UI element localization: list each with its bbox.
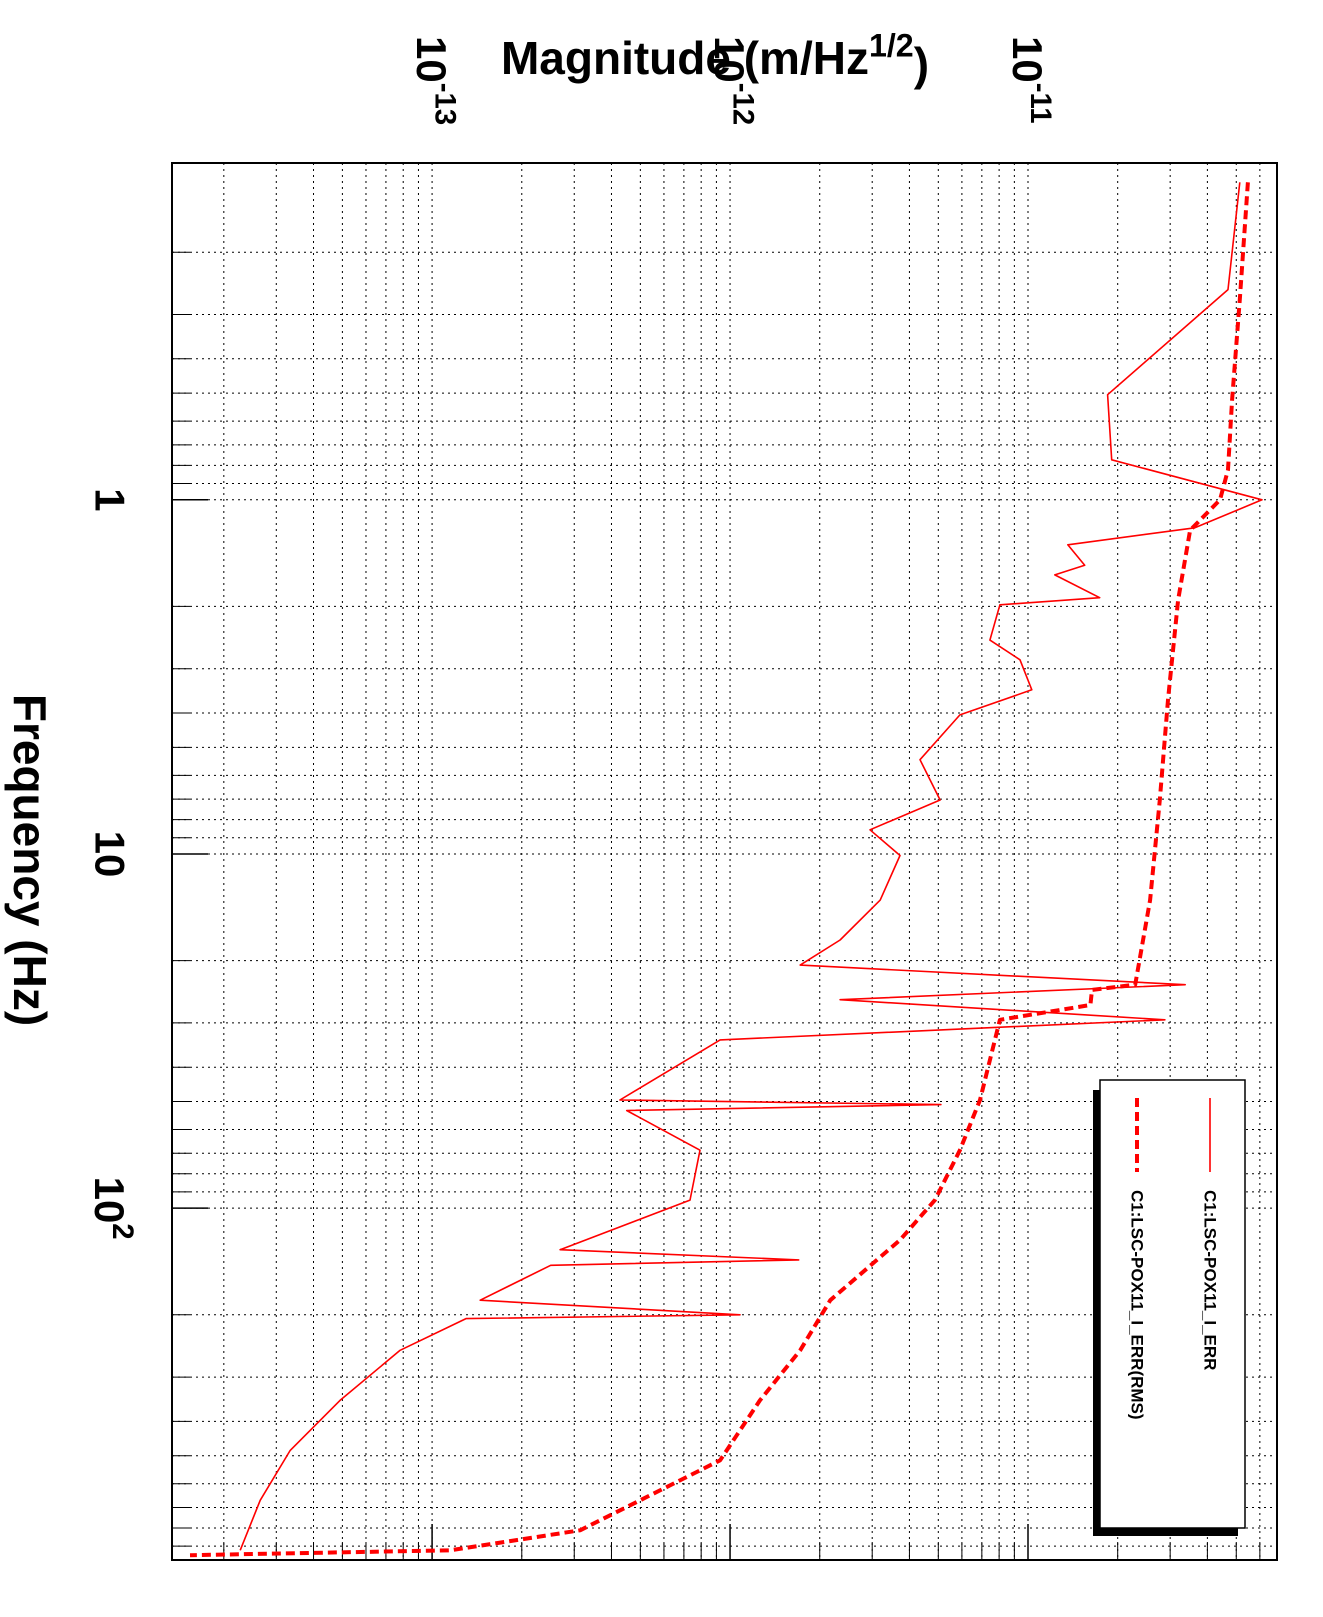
series-line xyxy=(189,182,1250,1558)
y-tick-label: 10-11 xyxy=(1005,36,1058,124)
series-line xyxy=(239,182,1263,1551)
y-tick-label: 10-12 xyxy=(707,36,760,125)
x-tick-label: 102 xyxy=(87,1177,140,1240)
y-axis-title: Magnitude (m/Hz1/2) xyxy=(501,27,929,90)
x-axis-title: Frequency (Hz) xyxy=(4,694,56,1026)
legend-label: C1:LSC-POX11_I_ERR(RMS) xyxy=(1128,1190,1147,1420)
legend-label: C1:LSC-POX11_I_ERR xyxy=(1201,1190,1220,1370)
x-tick-label: 1 xyxy=(87,488,134,511)
y-tick-label: 10-13 xyxy=(409,36,462,125)
plot-frame xyxy=(171,162,1278,1561)
x-tick-label: 10 xyxy=(87,831,134,878)
legend-box xyxy=(1099,1079,1246,1529)
